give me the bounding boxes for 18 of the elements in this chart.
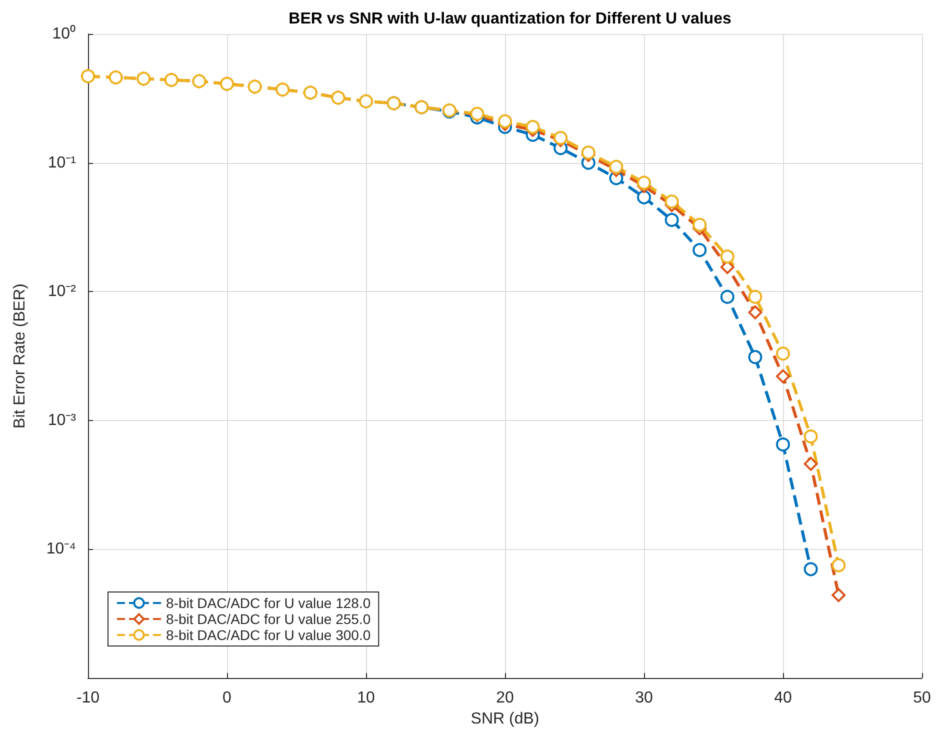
- x-tick-label: 50: [913, 690, 931, 706]
- legend-label: 8-bit DAC/ADC for U value 255.0: [166, 611, 371, 627]
- chart-title: BER vs SNR with U-law quantization for Different U values: [288, 10, 732, 28]
- x-tick-label: 20: [496, 690, 514, 706]
- y-tick-label: 10⁻¹: [48, 154, 76, 172]
- x-tick-label: 40: [774, 690, 792, 706]
- y-tick-label: 10⁰: [52, 24, 76, 42]
- x-tick-label: 30: [635, 690, 653, 706]
- y-tick-label: 10⁻³: [48, 412, 77, 429]
- y-tick-label: 10⁻²: [48, 283, 77, 300]
- x-tick-label: -10: [76, 690, 100, 706]
- legend-label: 8-bit DAC/ADC for U value 128.0: [166, 595, 371, 611]
- x-tick-label: 0: [222, 690, 232, 706]
- y-axis-title: Bit Error Rate (BER): [12, 284, 28, 428]
- x-axis-title: SNR (dB): [470, 710, 540, 728]
- legend-label: 8-bit DAC/ADC for U value 300.0: [166, 627, 371, 643]
- x-tick-label: 10: [357, 690, 375, 706]
- y-tick-label: 10⁻⁴: [46, 540, 76, 558]
